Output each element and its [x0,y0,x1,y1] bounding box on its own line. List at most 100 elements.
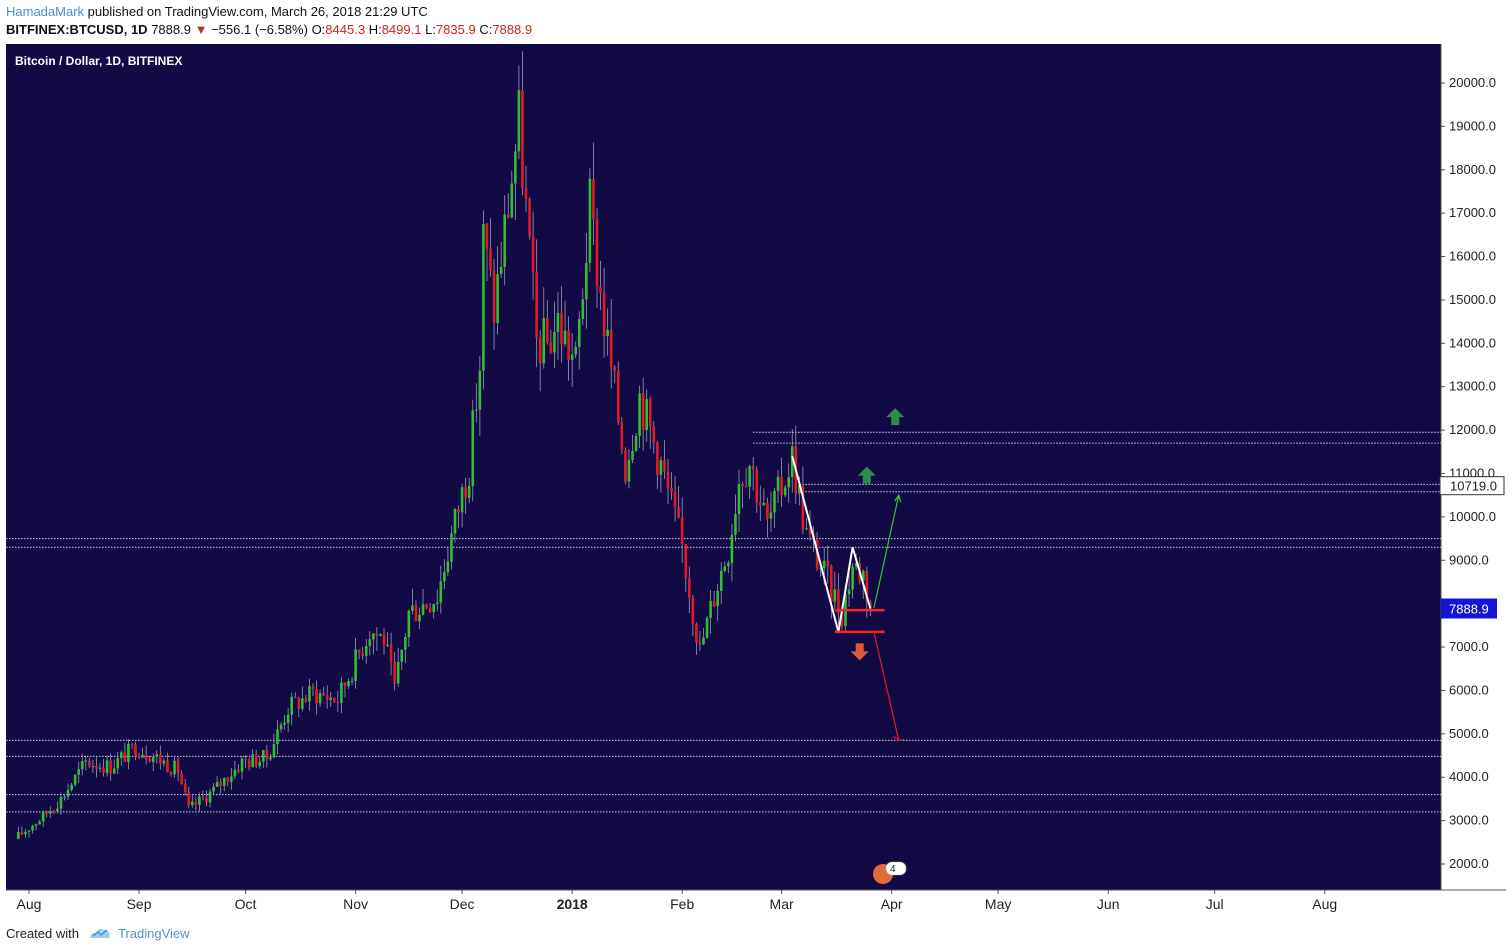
annotations [791,408,905,741]
candle-body [556,312,560,332]
candle-body [670,487,673,492]
author-link[interactable]: HamadaMark [6,4,85,19]
candle-body [31,825,34,831]
candle-body [105,760,109,773]
y-tick-label: 20000.0 [1449,75,1496,90]
y-tick-label: 18000.0 [1449,162,1496,177]
candle-body [716,590,719,607]
event-flag[interactable]: 4 [873,861,907,884]
candle-body [783,487,787,496]
level-badge-value: 10719.0 [1450,479,1497,494]
candle-body [744,486,748,488]
candle-body [269,757,272,760]
candle-body [499,266,503,275]
candle-body [446,561,450,573]
candle-body [819,568,822,570]
last-price-badge [1441,598,1497,619]
time-axis[interactable] [6,890,1506,915]
candle-body [240,758,244,772]
candle-body [560,312,563,345]
close-value: 7888.9 [492,22,533,37]
candle-body [262,750,265,762]
candle-body [286,714,290,723]
x-tick-label: Jul [1206,896,1224,912]
candle-body [730,534,734,563]
candle-body [17,831,20,839]
candle-body [695,623,698,643]
horizontal-levels [6,431,1441,813]
candle-body [201,796,205,798]
x-tick-label: Nov [343,896,368,912]
price-chart[interactable]: 20000.0 19000.0 18000.0 17000.0 16000.0 15000… [0,42,1512,915]
candle-body [546,317,549,343]
up-arrow-icon [857,466,876,484]
y-tick-label: 14000.0 [1449,335,1496,350]
candle-body [411,605,414,611]
down-projection-line [873,631,900,741]
candle-body [570,354,574,360]
candle-body [464,487,467,498]
candle-body [496,274,499,323]
created-with-text: Created with [6,926,79,941]
candle-body [20,831,24,835]
candle-body [652,426,656,443]
candle-body [475,409,478,411]
candle-body [318,693,322,704]
candle-body [524,188,528,200]
candle-body [638,393,641,436]
candle-body [301,698,304,709]
footer: Created with TradingView [0,915,1512,951]
candle-body [673,491,677,508]
x-tick-label: Dec [450,896,475,912]
price-axis[interactable] [1441,44,1506,890]
candle-body [634,435,638,451]
y-tick-label: 19000.0 [1449,118,1496,133]
candle-body [435,602,439,605]
low-value: 7835.9 [435,22,476,37]
candle-body [798,485,801,494]
candle-body [233,769,237,777]
candle-body [769,512,773,519]
candle-body [304,698,308,702]
candle-body [308,686,311,702]
candle-body [677,507,680,518]
candle-body [361,653,364,656]
candle-body [77,769,80,775]
candle-body [102,767,105,773]
last-price: 7888.9 [151,22,191,37]
candle-body [861,570,865,581]
candle-body [762,502,766,506]
candle-body [482,224,485,371]
candle-body [88,760,91,767]
candles [17,51,872,840]
candle-body [588,178,592,263]
candle-body [489,248,492,271]
x-tick-label: 2018 [557,896,588,912]
candle-body [141,754,144,758]
candle-body [840,612,844,627]
candle-body [347,681,350,687]
tradingview-link[interactable]: TradingView [118,926,190,941]
x-tick-label: Jun [1097,896,1120,912]
candle-body [574,346,577,355]
low-label: L: [425,22,436,37]
candle-body [719,570,723,591]
candle-body [134,744,137,756]
candle-body [247,760,251,768]
candle-body [585,262,588,300]
y-tick-label: 12000.0 [1449,422,1496,437]
candle-body [691,597,695,624]
x-tick-label: Oct [235,896,257,912]
candle-body [659,460,663,475]
event-count: 4 [890,864,896,875]
close-label: C: [479,22,493,37]
candle-body [34,824,38,826]
candle-body [620,422,624,450]
candle-body [258,761,262,767]
y-tick-label: 17000.0 [1449,205,1496,220]
candle-body [428,607,432,613]
plot-area[interactable] [6,44,1441,890]
candle-body [698,642,702,645]
candle-body [329,697,333,700]
candle-body [354,649,357,681]
